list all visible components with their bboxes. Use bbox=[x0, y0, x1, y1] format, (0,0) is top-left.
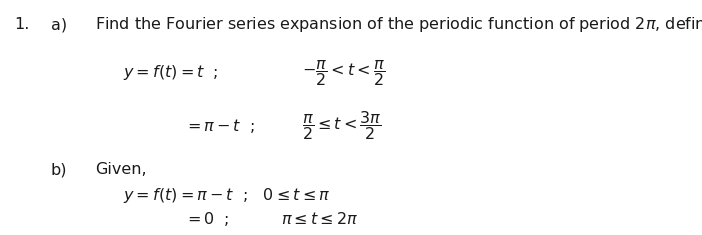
Text: Given,: Given, bbox=[95, 162, 147, 177]
Text: $y = f(t) = t$  ;: $y = f(t) = t$ ; bbox=[123, 63, 218, 82]
Text: Find the Fourier series expansion of the periodic function of period $2\pi$, def: Find the Fourier series expansion of the… bbox=[95, 15, 702, 34]
Text: $= 0$  ;: $= 0$ ; bbox=[184, 210, 230, 228]
Text: b): b) bbox=[51, 162, 67, 177]
Text: a): a) bbox=[51, 17, 67, 32]
Text: 1.: 1. bbox=[14, 17, 29, 32]
Text: $y = f(t) = \pi - t$  ;   $0 \leq t \leq \pi$: $y = f(t) = \pi - t$ ; $0 \leq t \leq \p… bbox=[123, 186, 331, 205]
Text: $-\dfrac{\pi}{2} < t < \dfrac{\pi}{2}$: $-\dfrac{\pi}{2} < t < \dfrac{\pi}{2}$ bbox=[302, 58, 385, 88]
Text: $\dfrac{\pi}{2} \leq t < \dfrac{3\pi}{2}$: $\dfrac{\pi}{2} \leq t < \dfrac{3\pi}{2}… bbox=[302, 109, 382, 142]
Text: $\pi \leq t \leq 2\pi$: $\pi \leq t \leq 2\pi$ bbox=[281, 211, 358, 227]
Text: $= \pi - t$  ;: $= \pi - t$ ; bbox=[184, 117, 255, 135]
